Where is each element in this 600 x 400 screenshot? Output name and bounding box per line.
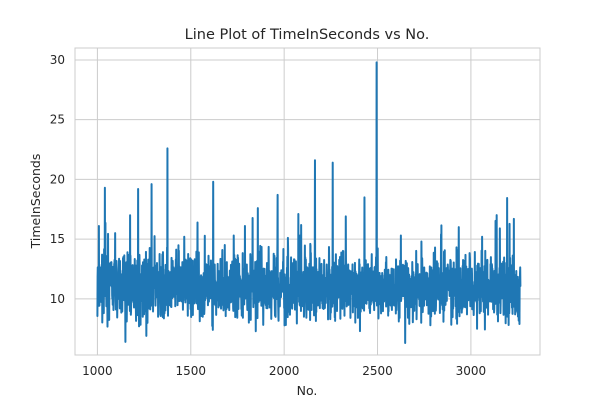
chart-title: Line Plot of TimeInSeconds vs No. xyxy=(185,27,430,43)
y-tick-label: 20 xyxy=(50,172,65,186)
x-axis-label: No. xyxy=(297,383,318,398)
y-tick-label: 30 xyxy=(50,53,65,67)
x-tick-label: 2000 xyxy=(269,364,300,378)
x-tick-label: 1000 xyxy=(82,364,113,378)
y-tick-label: 25 xyxy=(50,113,65,127)
y-tick-label: 10 xyxy=(50,292,65,306)
tick-labels: 1000 1500 2000 2500 3000 10 15 20 25 30 xyxy=(50,53,486,378)
x-tick-label: 2500 xyxy=(362,364,393,378)
x-tick-label: 3000 xyxy=(456,364,487,378)
plot-frame xyxy=(74,47,541,356)
series-line xyxy=(96,61,522,345)
y-axis-label: TimeInSeconds xyxy=(28,154,43,250)
x-tick-label: 1500 xyxy=(176,364,207,378)
y-tick-label: 15 xyxy=(50,232,65,246)
